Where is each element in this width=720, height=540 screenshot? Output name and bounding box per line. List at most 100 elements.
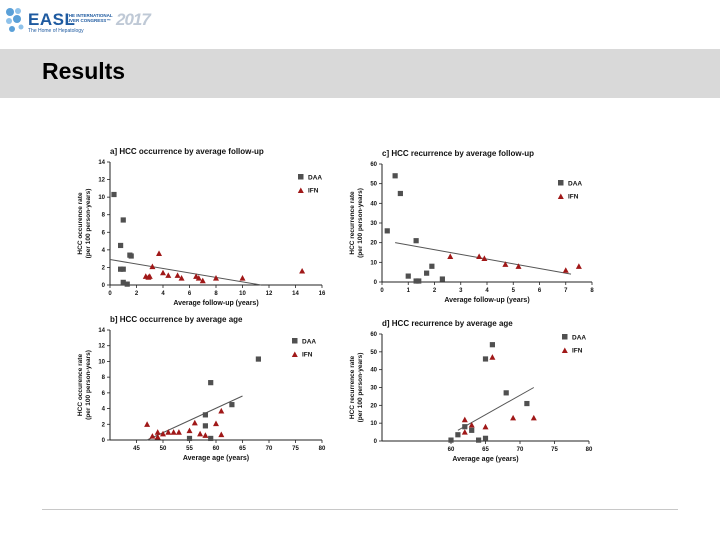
daa-point [202, 423, 208, 429]
chart-occurrence-followup: a] HCC occurrence by average follow-up 0 2… [77, 147, 326, 307]
ifn-point [482, 423, 489, 430]
y-tick-label: 10 [370, 421, 377, 427]
x-tick-label: 0 [380, 288, 384, 294]
daa-point [416, 278, 422, 284]
y-tick-label: 14 [98, 160, 105, 166]
daa-point [489, 342, 495, 348]
x-tick-label: 2 [433, 288, 437, 294]
bubbles-icon [6, 8, 24, 32]
legend-daa-label: DAA [308, 175, 322, 182]
y-tick-label: 50 [370, 182, 377, 188]
ifn-point [191, 419, 198, 426]
footer-divider [42, 509, 678, 510]
ifn-point [170, 429, 177, 435]
daa-point [120, 266, 126, 272]
x-tick-label: 65 [482, 447, 489, 453]
trend-line [457, 387, 535, 431]
ifn-point [165, 272, 172, 278]
x-tick-label: 4 [485, 288, 489, 294]
x-tick-label: 4 [161, 291, 165, 297]
x-tick-label: 65 [239, 446, 246, 452]
logo-text: EASL [28, 10, 76, 29]
daa-point [397, 190, 403, 197]
x-tick-label: 1 [407, 288, 411, 294]
x-tick-label: 75 [292, 446, 299, 452]
daa-point [413, 278, 419, 284]
x-tick-label: 55 [186, 446, 193, 452]
y-tick-label: 10 [370, 260, 377, 266]
y-tick-label: 2 [102, 265, 106, 271]
x-tick-label: 5 [512, 288, 516, 294]
daa-point [124, 281, 130, 287]
x-tick-label: 8 [590, 288, 594, 294]
x-tick-label: 70 [266, 446, 273, 452]
legend-daa-marker [298, 174, 304, 180]
y-tick-label: 40 [370, 368, 377, 374]
daa-point [524, 400, 530, 407]
y-tick-label: 12 [98, 178, 105, 184]
x-tick-label: 80 [319, 446, 326, 452]
ifn-point [239, 274, 246, 281]
ifn-point [502, 261, 509, 267]
ifn-point [154, 429, 161, 435]
ifn-point [174, 272, 181, 278]
daa-point [255, 356, 261, 362]
y-tick-label: 8 [102, 213, 106, 219]
ifn-point [489, 354, 496, 360]
x-tick-label: 2 [135, 291, 139, 297]
x-tick-label: 12 [266, 291, 273, 297]
easl-logo: EASL The Home of Hepatology THE INTERNAT… [4, 4, 154, 38]
ifn-point [510, 414, 517, 421]
y-tick-label: 20 [370, 241, 377, 247]
y-axis-label: HCC occurence rate [77, 354, 84, 417]
y-tick-label: 60 [370, 332, 377, 338]
chart-recurrence-age: d] HCC recurrence by average age 0 10 20 30 4… [349, 319, 593, 463]
ifn-point [218, 407, 225, 414]
legend-ifn-label: IFN [302, 352, 313, 359]
x-axis-label: Average age (years) [452, 456, 518, 463]
ifn-point [160, 269, 166, 276]
title-banner [0, 49, 720, 98]
x-tick-label: 70 [517, 447, 524, 453]
legend-daa-marker [558, 180, 564, 186]
ifn-point [218, 431, 225, 438]
x-tick-label: 10 [239, 291, 246, 297]
daa-point [384, 228, 390, 234]
logo-subtitle: The Home of Hepatology [28, 28, 84, 34]
daa-point [448, 437, 454, 443]
ifn-point [149, 433, 156, 439]
x-axis-label: Average age (years) [183, 455, 249, 462]
daa-point [455, 432, 461, 438]
ifn-point [468, 421, 475, 428]
y-tick-label: 0 [374, 280, 378, 286]
ifn-point [199, 277, 206, 284]
y-tick-label: 2 [102, 422, 106, 428]
x-axis-label: Average follow-up (years) [173, 300, 258, 307]
x-tick-label: 45 [133, 446, 140, 452]
legend-ifn-marker [291, 351, 298, 357]
x-tick-label: 16 [319, 291, 326, 297]
chart-title: a] HCC occurrence by average follow-up [110, 147, 264, 156]
ifn-point [149, 263, 156, 270]
legend-ifn-marker [561, 347, 568, 353]
ifn-point [156, 250, 163, 256]
daa-point [208, 380, 214, 386]
x-tick-label: 7 [564, 288, 568, 294]
daa-point [120, 279, 126, 285]
legend-ifn-label: IFN [572, 348, 583, 355]
ifn-point [299, 267, 306, 274]
trend-line [146, 395, 243, 441]
x-tick-label: 14 [292, 291, 299, 297]
x-tick-label: 75 [551, 447, 558, 453]
x-tick-label: 50 [160, 446, 167, 452]
legend-ifn-marker [297, 187, 304, 193]
legend-daa-marker [562, 334, 568, 340]
daa-point [111, 191, 117, 198]
chart-title: b] HCC occurrence by average age [110, 315, 243, 324]
x-tick-label: 6 [188, 291, 192, 297]
ifn-point [193, 273, 200, 279]
ifn-point [461, 416, 468, 423]
y-tick-label: 0 [102, 283, 106, 289]
daa-point [482, 356, 489, 362]
chart-occurrence-age: b] HCC occurrence by average age 0 2 4 6 8 10 1… [77, 315, 326, 462]
